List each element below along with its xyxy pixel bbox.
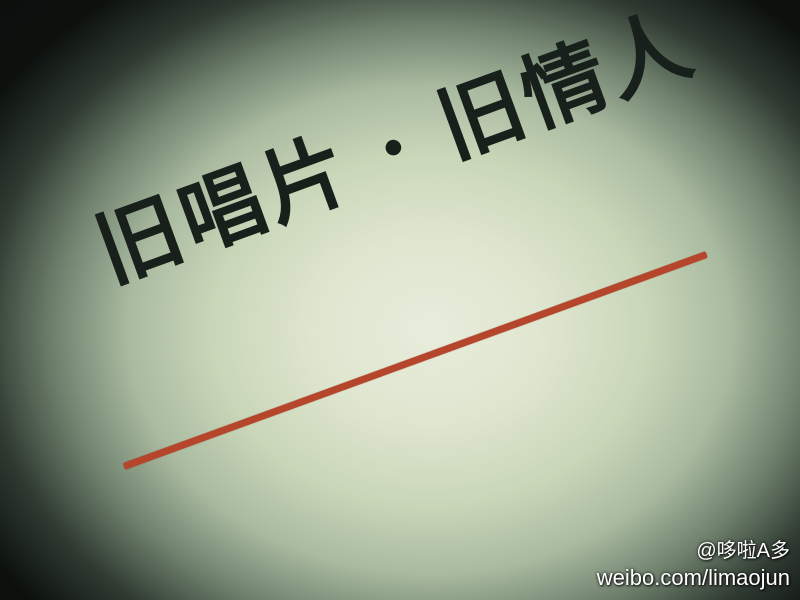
watermark: @哆啦A多 weibo.com/limaojun	[597, 538, 790, 592]
red-underline	[122, 251, 708, 470]
watermark-url: weibo.com/limaojun	[596, 565, 790, 590]
watermark-handle: @哆啦A多	[696, 540, 790, 562]
printed-title: 旧唱片 · 旧情人	[83, 0, 708, 301]
